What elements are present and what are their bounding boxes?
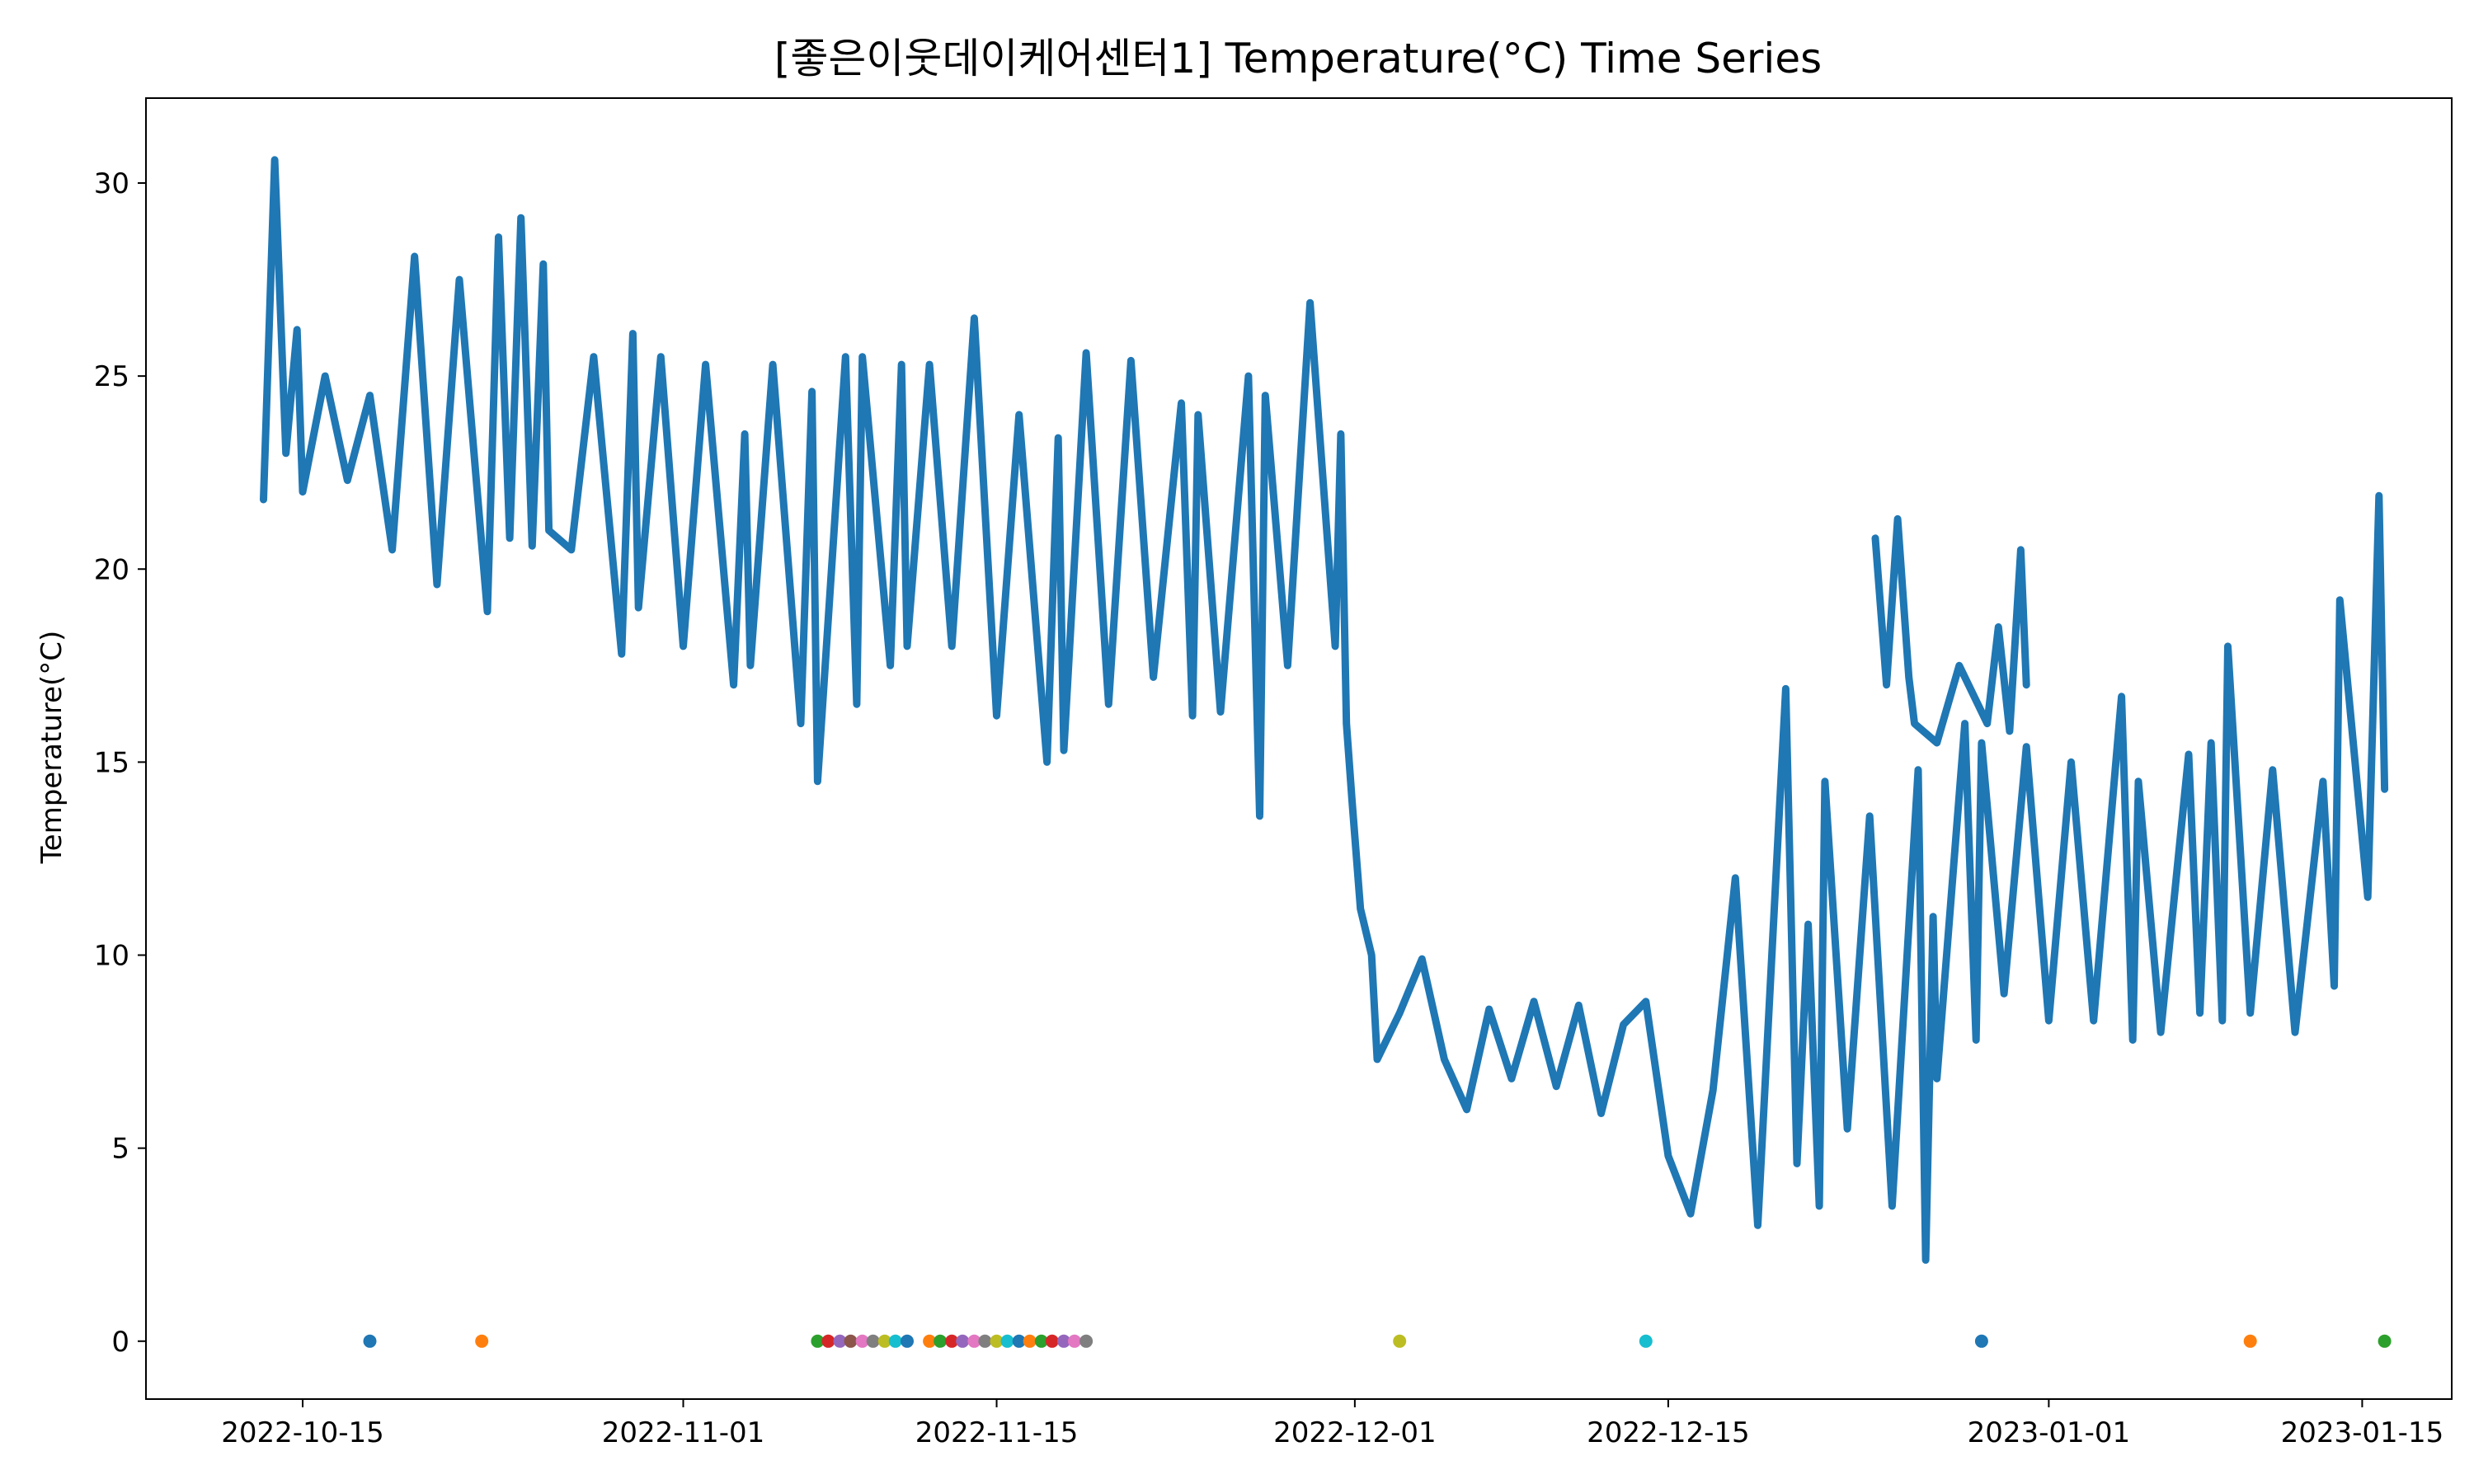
- zero-marker-10: [888, 1334, 902, 1348]
- zero-marker-29: [1974, 1334, 1988, 1348]
- zero-marker-5: [833, 1334, 847, 1348]
- chart-title: [좋은이웃데이케어센터1] Temperature(°C) Time Serie…: [774, 35, 1822, 82]
- zero-marker-13: [934, 1334, 948, 1348]
- zero-marker-9: [877, 1334, 891, 1348]
- y-ticks: 0 5 10 15 20 25 30: [94, 167, 146, 1359]
- x-ticks: 2022-10-15 2022-11-01 2022-11-15 2022-12-01…: [221, 1399, 2443, 1449]
- x-tick-label-2023-01-01: 2023-01-01: [1968, 1416, 2131, 1449]
- series-line-2: [1871, 514, 2030, 747]
- zero-marker-24: [1057, 1334, 1070, 1348]
- y-tick-label-15: 15: [94, 746, 129, 779]
- zero-marker-25: [1068, 1334, 1081, 1348]
- x-tick-label-2022-12-15: 2022-12-15: [1587, 1416, 1750, 1449]
- zero-marker-18: [990, 1334, 1004, 1348]
- x-tick-label-2022-10-15: 2022-10-15: [221, 1416, 384, 1449]
- zero-marker-6: [844, 1334, 858, 1348]
- y-tick-label-5: 5: [111, 1133, 129, 1166]
- zero-marker-23: [1045, 1334, 1059, 1348]
- zero-marker-12: [923, 1334, 937, 1348]
- plot-frame: [145, 97, 2453, 1400]
- zero-marker-21: [1023, 1334, 1037, 1348]
- zero-marker-4: [821, 1334, 835, 1348]
- data-layer: [260, 156, 2389, 1264]
- zero-marker-17: [978, 1334, 992, 1348]
- zero-marker-16: [967, 1334, 981, 1348]
- x-tick-label-2022-11-15: 2022-11-15: [915, 1416, 1079, 1449]
- zero-marker-22: [1034, 1334, 1048, 1348]
- x-tick-label-2023-01-15: 2023-01-15: [2281, 1416, 2444, 1449]
- zero-marker-28: [1639, 1334, 1653, 1348]
- zero-marker-30: [2243, 1334, 2257, 1348]
- series-line-1: [260, 156, 2389, 1264]
- y-axis-label: Temperature(°C): [35, 631, 68, 865]
- zero-marker-3: [811, 1334, 825, 1348]
- zero-marker-20: [1012, 1334, 1026, 1348]
- zero-marker-26: [1079, 1334, 1094, 1348]
- zero-marker-15: [956, 1334, 970, 1348]
- zero-marker-7: [855, 1334, 869, 1348]
- zero-marker-27: [1393, 1334, 1407, 1348]
- y-tick-label-0: 0: [111, 1326, 129, 1359]
- zero-marker-19: [1000, 1334, 1014, 1348]
- zero-marker-2: [475, 1334, 489, 1348]
- zero-marker-14: [945, 1334, 959, 1348]
- zero-marker-8: [866, 1334, 880, 1348]
- y-tick-label-25: 25: [94, 360, 129, 393]
- x-tick-label-2022-11-01: 2022-11-01: [602, 1416, 765, 1449]
- zero-marker-1: [363, 1334, 377, 1348]
- zero-marker-11: [901, 1334, 914, 1348]
- x-tick-label-2022-12-01: 2022-12-01: [1273, 1416, 1437, 1449]
- marker-layer: [363, 1334, 2392, 1348]
- y-tick-label-10: 10: [94, 940, 129, 973]
- zero-marker-31: [2378, 1334, 2392, 1348]
- y-tick-label-20: 20: [94, 553, 129, 586]
- y-tick-label-30: 30: [94, 167, 129, 200]
